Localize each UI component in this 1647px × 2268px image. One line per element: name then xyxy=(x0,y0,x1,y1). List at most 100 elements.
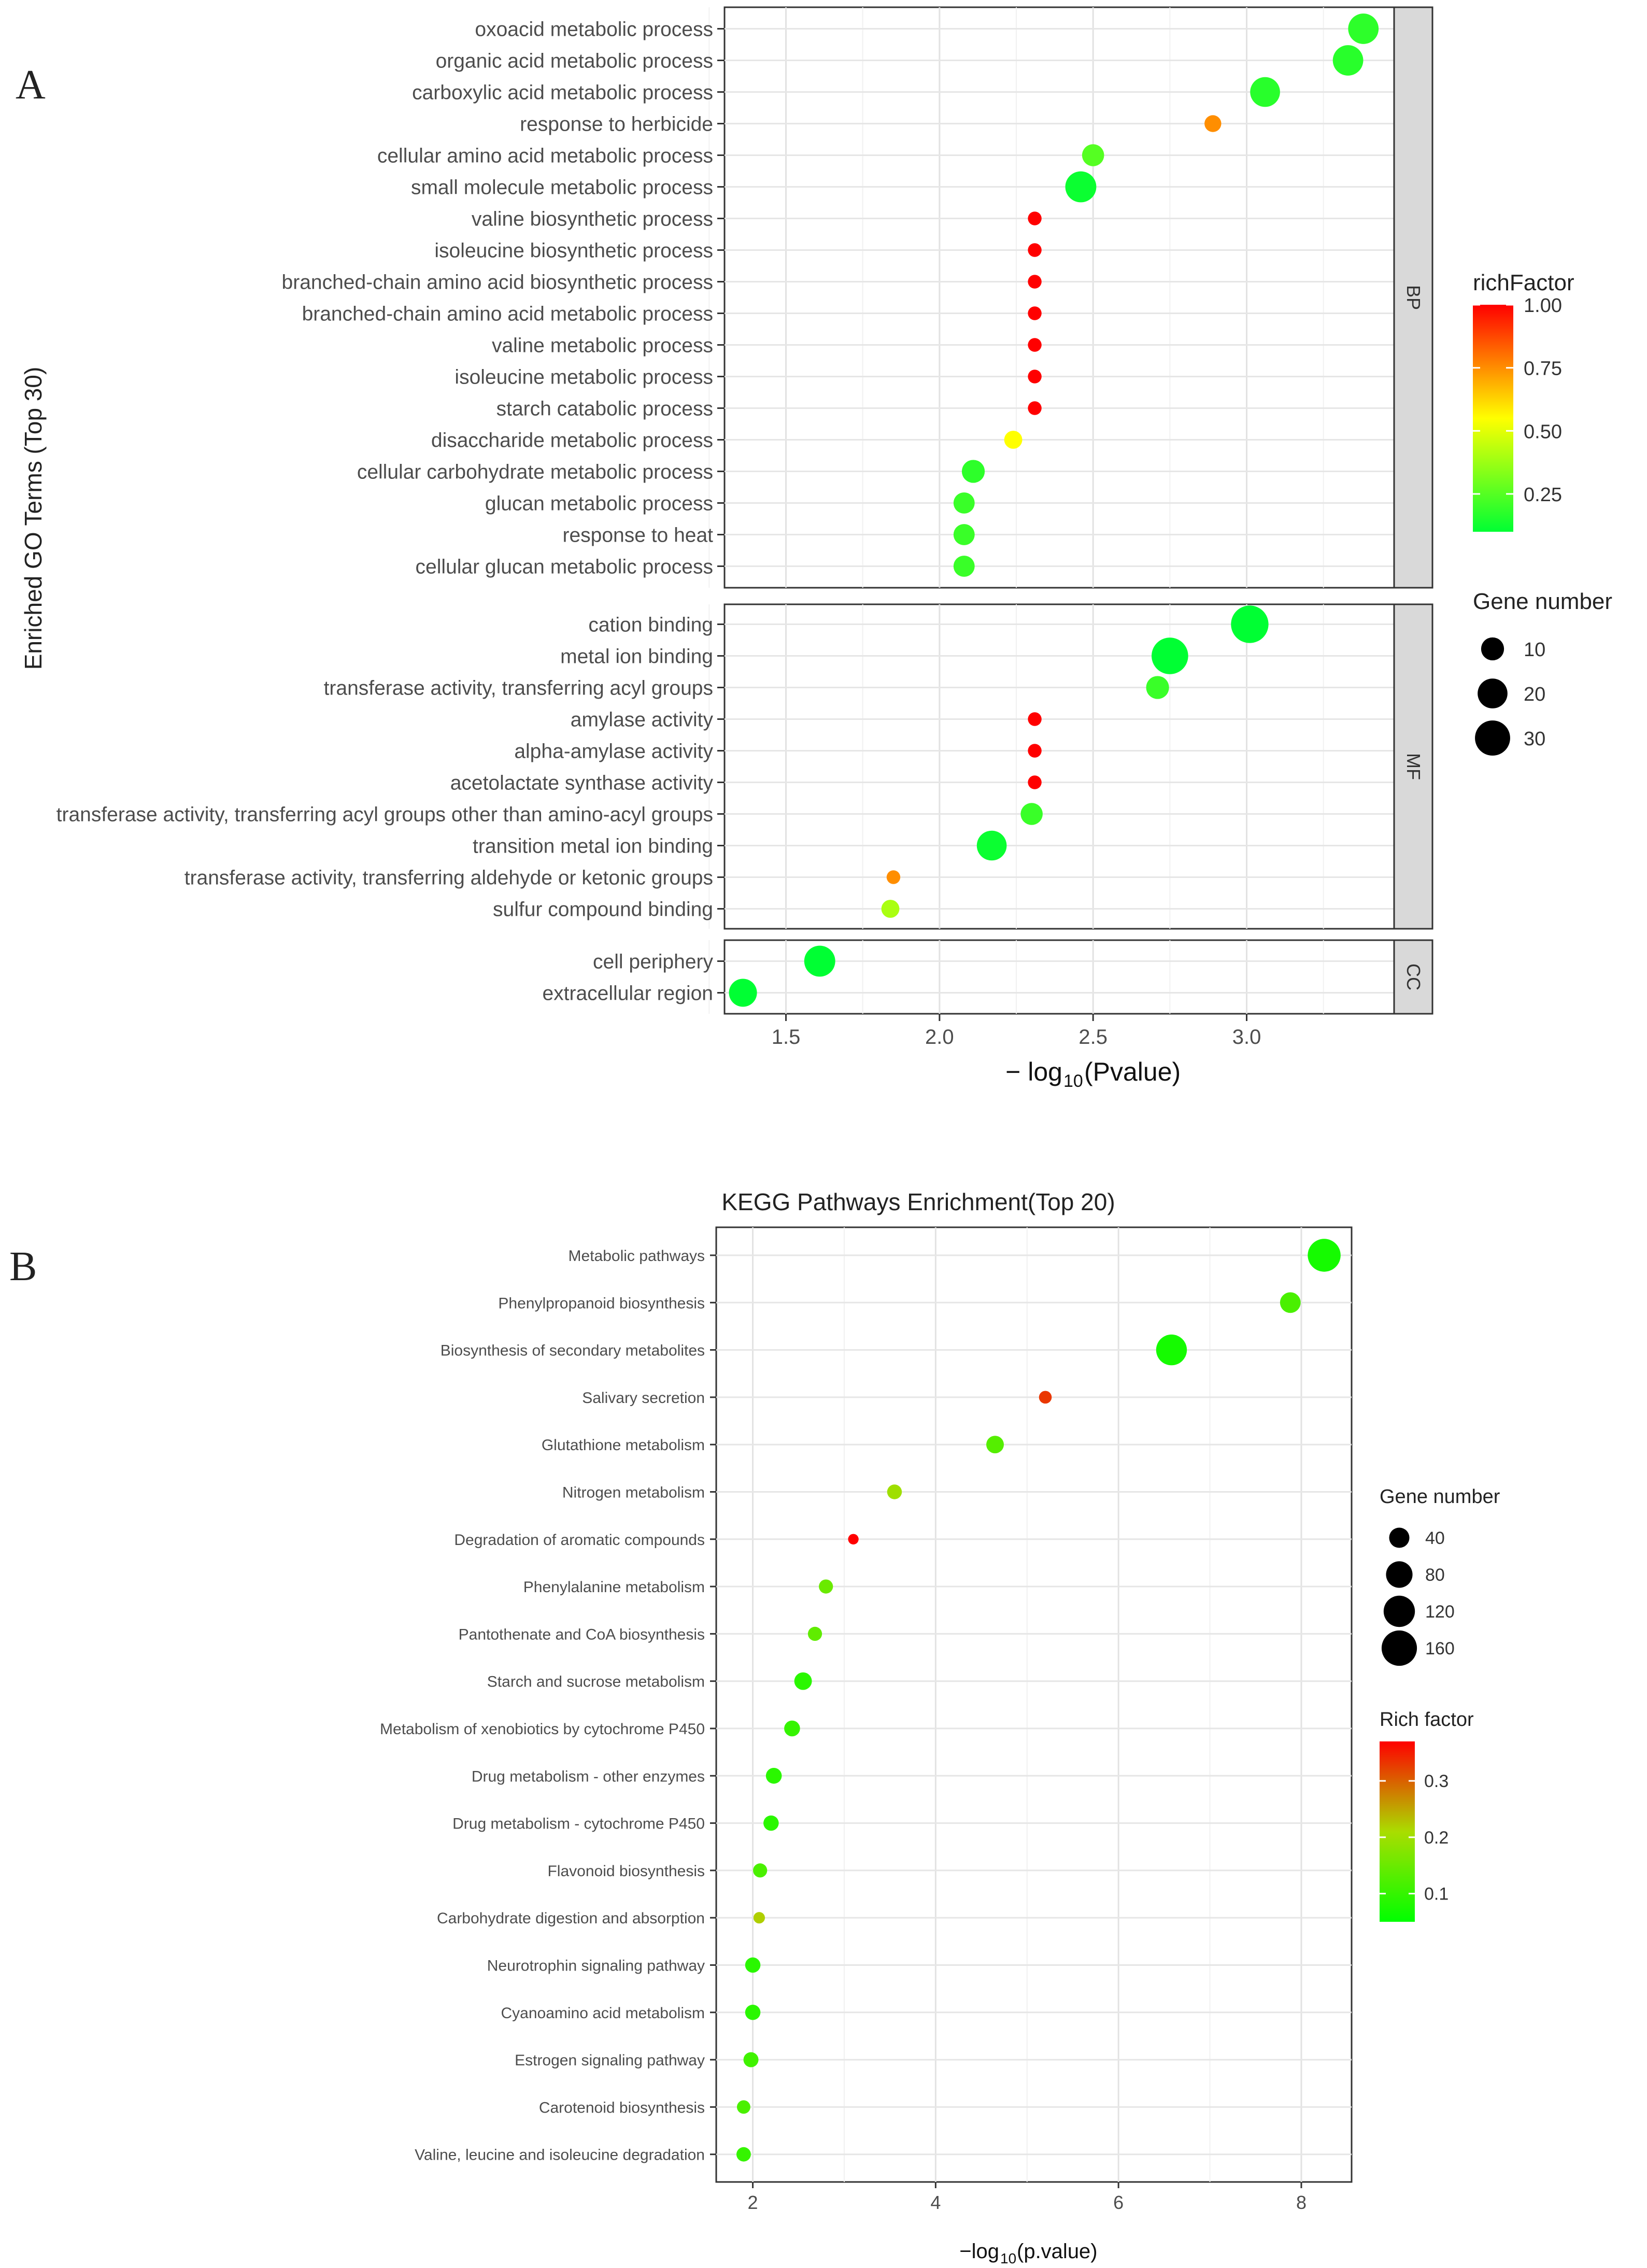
kegg-pathway-label: Drug metabolism - cytochrome P450 xyxy=(452,1816,705,1833)
go-point-transferase-activity-transferring-acyl-groups xyxy=(1146,676,1169,699)
go-term-label: disaccharide metabolic process xyxy=(431,430,713,452)
kegg-point-drug-metabolism-other-enzymes xyxy=(765,1768,782,1784)
go-term-label: oxoacid metabolic process xyxy=(475,19,713,41)
go-point-valine-metabolic-process xyxy=(1028,338,1042,352)
go-point-isoleucine-metabolic-process xyxy=(1028,370,1042,384)
kegg-x-tick-label: 4 xyxy=(930,2192,941,2213)
go-point-transferase-activity-transferring-acyl-groups-other-than-amino-acyl-groups xyxy=(1020,803,1043,825)
kegg-pathway-label: Biosynthesis of secondary metabolites xyxy=(441,1342,705,1359)
panel-a-letter: A xyxy=(16,62,46,108)
kegg-x-axis-label: −log 10 (p.value) xyxy=(959,2240,1097,2266)
kegg-point-drug-metabolism-cytochrome-p450 xyxy=(763,1815,779,1831)
go-point-transition-metal-ion-binding xyxy=(976,830,1007,861)
go-point-disaccharide-metabolic-process xyxy=(1004,431,1023,449)
go-term-label: cation binding xyxy=(588,614,713,636)
kegg-point-neurotrophin-signaling-pathway xyxy=(745,1957,761,1973)
kegg-pathway-label: Metabolic pathways xyxy=(569,1248,705,1265)
go-point-alpha-amylase-activity xyxy=(1028,744,1042,758)
go-point-response-to-herbicide xyxy=(1204,115,1222,132)
go-size-legend-items: 10 20 30 xyxy=(1475,637,1545,756)
kegg-color-tick-label: 0.1 xyxy=(1424,1884,1449,1904)
go-facet-bp: oxoacid metabolic process organic acid me… xyxy=(282,6,1433,589)
go-facet-strip-label-bp: BP xyxy=(1403,285,1424,310)
go-term-label: amylase activity xyxy=(571,709,714,731)
go-term-label: cellular glucan metabolic process xyxy=(416,556,713,578)
go-point-extracellular-region xyxy=(729,979,757,1007)
kegg-point-nitrogen-metabolism xyxy=(887,1484,902,1499)
kegg-size-legend: Gene number 40 80 120 160 xyxy=(1380,1486,1500,1666)
go-term-label: isoleucine metabolic process xyxy=(455,366,713,389)
kegg-point-glutathione-metabolism xyxy=(986,1436,1004,1454)
go-facet-strip-mf xyxy=(1393,603,1433,930)
kegg-point-carbohydrate-digestion-and-absorption xyxy=(753,1912,765,1924)
go-point-oxoacid-metabolic-process xyxy=(1348,13,1379,44)
go-size-legend-label: 20 xyxy=(1524,684,1545,705)
go-facets: oxoacid metabolic process organic acid me… xyxy=(56,6,1433,1048)
kegg-plot-panel xyxy=(715,1226,1353,2183)
go-size-legend: Gene number 10 20 30 xyxy=(1473,589,1612,756)
kegg-color-legend: Rich factor 0.3 0.2 0.1 xyxy=(1380,1709,1474,1922)
go-term-label: branched-chain amino acid metabolic proc… xyxy=(302,303,713,325)
go-term-label: transferase activity, transferring acyl … xyxy=(56,804,713,826)
go-term-label: metal ion binding xyxy=(560,646,713,668)
go-x-axis-title-sub: 10 xyxy=(1063,1071,1083,1091)
panel-b-letter: B xyxy=(9,1244,37,1289)
kegg-pathway-label: Degradation of aromatic compounds xyxy=(454,1532,705,1549)
go-term-label: starch catabolic process xyxy=(496,398,713,420)
kegg-point-phenylalanine-metabolism xyxy=(819,1579,833,1594)
go-point-acetolactate-synthase-activity xyxy=(1028,775,1042,789)
go-term-label: response to heat xyxy=(562,525,713,547)
go-term-label: alpha-amylase activity xyxy=(514,741,713,763)
go-term-label: glucan metabolic process xyxy=(485,493,713,515)
go-x-axis-label: − log 10 (Pvalue) xyxy=(1005,1057,1181,1091)
go-point-metal-ion-binding xyxy=(1152,637,1188,674)
kegg-x-tick-label: 2 xyxy=(748,2192,758,2213)
kegg-size-legend-dot xyxy=(1381,1630,1417,1666)
go-point-sulfur-compound-binding xyxy=(881,900,900,918)
go-term-label: carboxylic acid metabolic process xyxy=(412,82,713,104)
go-x-axis-title-suffix: (Pvalue) xyxy=(1084,1057,1181,1086)
kegg-x-axis-title-sub: 10 xyxy=(1000,2250,1016,2266)
kegg-point-flavonoid-biosynthesis xyxy=(753,1863,768,1878)
go-size-legend-dot xyxy=(1478,678,1508,708)
go-point-isoleucine-biosynthetic-process xyxy=(1028,243,1042,257)
go-point-glucan-metabolic-process xyxy=(953,492,975,514)
kegg-point-metabolic-pathways xyxy=(1308,1239,1341,1272)
go-term-label: response to herbicide xyxy=(520,114,713,136)
kegg-size-legend-label: 160 xyxy=(1425,1639,1455,1659)
go-term-label: cell periphery xyxy=(593,951,713,973)
kegg-size-legend-dot xyxy=(1386,1561,1413,1588)
go-term-label: acetolactate synthase activity xyxy=(450,772,714,795)
go-y-axis-title: Enriched GO Terms (Top 30) xyxy=(20,367,47,670)
go-term-label: cellular carbohydrate metabolic process xyxy=(357,461,713,484)
kegg-pathway-label: Phenylalanine metabolism xyxy=(523,1579,705,1596)
go-x-tick-label: 1.5 xyxy=(772,1026,801,1048)
kegg-pathway-label: Cyanoamino acid metabolism xyxy=(501,2005,705,2022)
kegg-size-legend-dot xyxy=(1383,1595,1415,1627)
go-facet-panel-mf xyxy=(723,603,1395,930)
go-color-legend-title: richFactor xyxy=(1473,270,1574,295)
kegg-pathway-label: Pantothenate and CoA biosynthesis xyxy=(459,1626,705,1643)
kegg-pathway-label: Salivary secretion xyxy=(582,1390,705,1407)
go-term-label: branched-chain amino acid biosynthetic p… xyxy=(282,272,713,294)
go-point-amylase-activity xyxy=(1028,712,1042,726)
go-point-branched-chain-amino-acid-biosynthetic-process xyxy=(1028,275,1042,289)
kegg-pathway-label: Neurotrophin signaling pathway xyxy=(487,1958,705,1975)
go-point-carboxylic-acid-metabolic-process xyxy=(1250,77,1280,107)
go-point-cellular-carbohydrate-metabolic-process xyxy=(961,460,985,483)
go-size-legend-label: 30 xyxy=(1524,728,1545,750)
go-facet-panel-cc xyxy=(723,939,1395,1015)
kegg-pathway-label: Valine, leucine and isoleucine degradati… xyxy=(415,2147,705,2164)
go-point-branched-chain-amino-acid-metabolic-process xyxy=(1028,306,1042,320)
go-term-label: small molecule metabolic process xyxy=(411,177,713,199)
go-term-label: valine biosynthetic process xyxy=(472,208,713,231)
kegg-point-cyanoamino-acid-metabolism xyxy=(745,2005,761,2020)
go-point-small-molecule-metabolic-process xyxy=(1065,171,1097,203)
kegg-point-estrogen-signaling-pathway xyxy=(743,2052,759,2067)
kegg-pathway-label: Metabolism of xenobiotics by cytochrome … xyxy=(380,1721,705,1738)
kegg-color-legend-title: Rich factor xyxy=(1380,1709,1474,1731)
kegg-x-axis-title: −log xyxy=(959,2240,999,2263)
go-facet-strip-bp xyxy=(1393,6,1433,589)
go-point-cellular-amino-acid-metabolic-process xyxy=(1082,144,1104,166)
